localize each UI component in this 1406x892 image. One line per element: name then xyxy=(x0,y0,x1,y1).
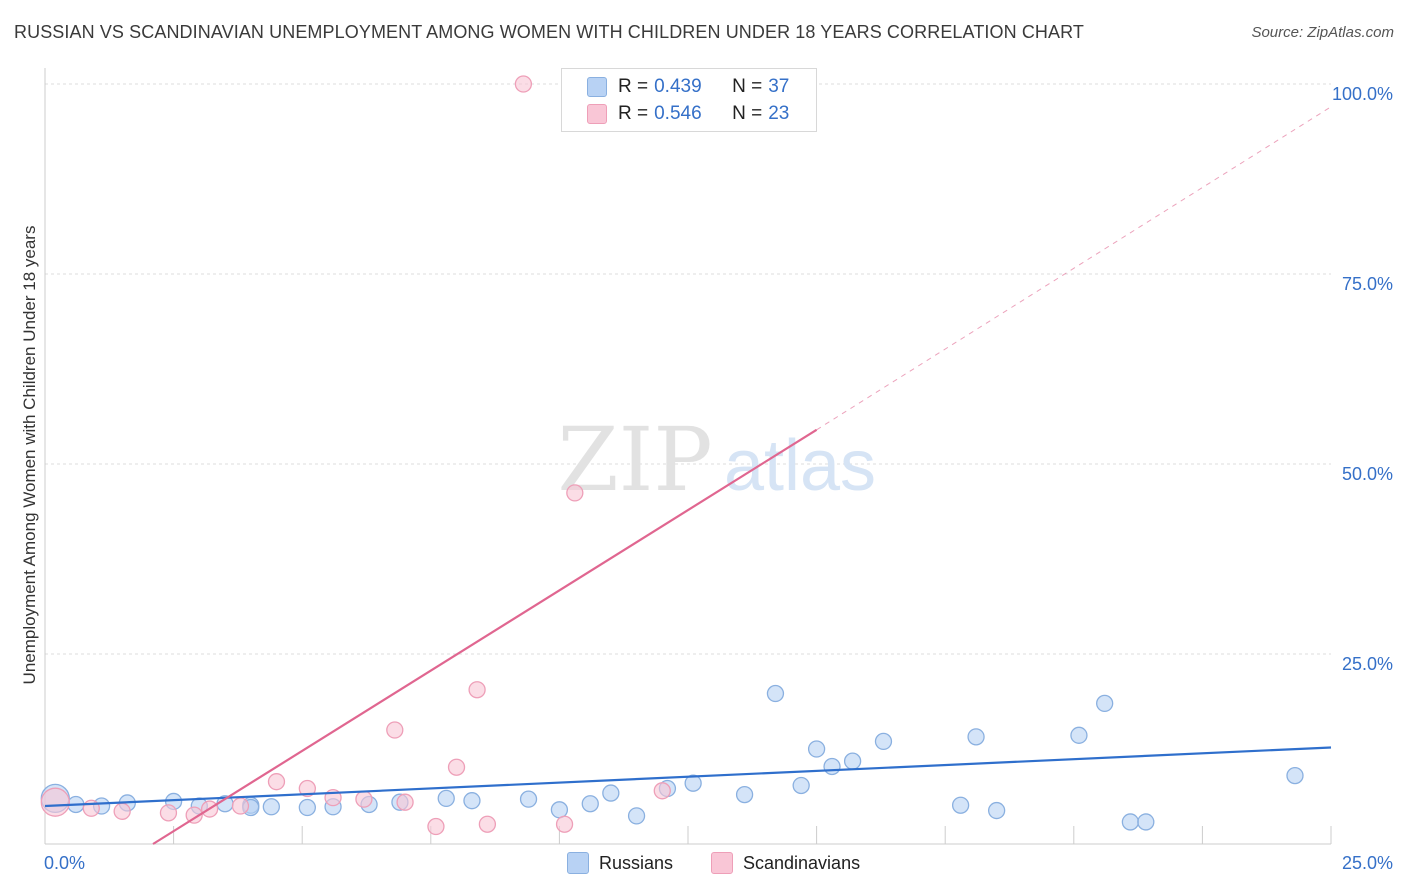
point-scandinavians xyxy=(355,790,373,808)
point-scandinavians xyxy=(267,773,286,791)
point-russians xyxy=(1286,766,1304,785)
point-russians xyxy=(987,801,1006,820)
legend-swatch-russians xyxy=(587,77,607,97)
point-scandinavians xyxy=(298,779,316,798)
legend-r-label: R = xyxy=(618,76,649,97)
legend-label-russians: Russians xyxy=(599,852,674,873)
point-russians xyxy=(298,798,316,817)
point-russians xyxy=(602,784,620,802)
point-scandinavians xyxy=(231,797,250,815)
point-russians xyxy=(951,796,970,814)
axes xyxy=(44,68,1332,845)
point-russians xyxy=(766,684,785,703)
point-scandinavians xyxy=(566,484,584,502)
y-tick-label: 75.0% xyxy=(1342,274,1393,294)
point-russians xyxy=(843,752,862,770)
legend-r-value: 0.546 xyxy=(654,103,702,124)
point-russians xyxy=(823,757,841,776)
stats-legend: R = 0.439 N = 37 R = 0.546 N = 23 xyxy=(561,68,817,132)
point-russians xyxy=(874,732,893,751)
legend-n-value: 37 xyxy=(768,76,790,97)
grid xyxy=(45,83,1331,655)
legend-r-value: 0.439 xyxy=(654,76,702,97)
point-russians xyxy=(967,728,985,746)
legend-row-scandinavians: R = 0.546 N = 23 xyxy=(587,101,790,127)
point-russians xyxy=(519,790,538,808)
trendlines xyxy=(44,106,1332,845)
point-russians xyxy=(1070,726,1088,744)
legend-swatch-scandinavians xyxy=(587,104,607,124)
source-label: Source: ZipAtlas.com xyxy=(1251,24,1394,41)
point-scandinavians xyxy=(386,721,404,739)
point-scandinavians xyxy=(113,802,131,820)
trendline-scandinavians xyxy=(152,428,818,845)
point-scandinavians xyxy=(159,804,178,822)
tick-labels: 25.0% 50.0% 75.0% 100.0% 0.0% 25.0% xyxy=(44,84,1393,873)
point-scandinavians xyxy=(478,815,497,833)
x-tick-label: 0.0% xyxy=(44,853,85,873)
point-scandinavians xyxy=(555,815,574,833)
point-scandinavians xyxy=(396,793,414,811)
legend-swatch-russians xyxy=(567,852,589,874)
legend-r-label: R = xyxy=(618,103,649,124)
point-scandinavians xyxy=(427,817,445,836)
point-scandinavians xyxy=(514,75,533,93)
y-tick-label: 50.0% xyxy=(1342,464,1393,484)
watermark-atlas: atlas xyxy=(724,426,876,506)
point-russians xyxy=(463,792,481,810)
trendline-russians xyxy=(44,746,1332,808)
point-scandinavians xyxy=(185,806,203,824)
x-tick-label: 25.0% xyxy=(1342,853,1393,873)
point-russians xyxy=(437,789,455,808)
legend-n-label: N = xyxy=(732,76,763,97)
point-russians xyxy=(627,807,646,825)
point-russians xyxy=(550,801,569,819)
y-tick-label: 25.0% xyxy=(1342,654,1393,674)
point-russians xyxy=(1121,813,1140,831)
legend-label-scandinavians: Scandinavians xyxy=(743,852,861,873)
trendline-scandinavians xyxy=(816,106,1332,431)
legend-swatch-scandinavians xyxy=(711,852,733,874)
y-tick-label: 100.0% xyxy=(1332,84,1393,104)
legend-row-russians: R = 0.439 N = 37 xyxy=(587,74,790,100)
watermark: ZIP atlas xyxy=(557,408,876,511)
point-russians xyxy=(262,798,280,816)
point-scandinavians xyxy=(40,787,70,817)
point-russians xyxy=(735,785,754,804)
point-scandinavians xyxy=(653,782,671,800)
point-russians xyxy=(684,774,702,792)
legend-item-scandinavians: Scandinavians xyxy=(711,852,860,874)
point-russians xyxy=(807,740,826,758)
point-scandinavians xyxy=(468,681,486,699)
chart-title: RUSSIAN VS SCANDINAVIAN UNEMPLOYMENT AMO… xyxy=(14,22,1084,42)
legend-n-label: N = xyxy=(732,103,763,124)
y-axis-label: Unemployment Among Women with Children U… xyxy=(20,226,39,685)
point-russians xyxy=(1096,694,1114,713)
point-russians xyxy=(581,795,599,813)
point-russians xyxy=(1137,813,1155,831)
point-russians xyxy=(792,776,810,795)
legend-n-value: 23 xyxy=(768,103,790,124)
point-scandinavians xyxy=(447,758,466,776)
legend-item-russians: Russians xyxy=(567,852,673,874)
